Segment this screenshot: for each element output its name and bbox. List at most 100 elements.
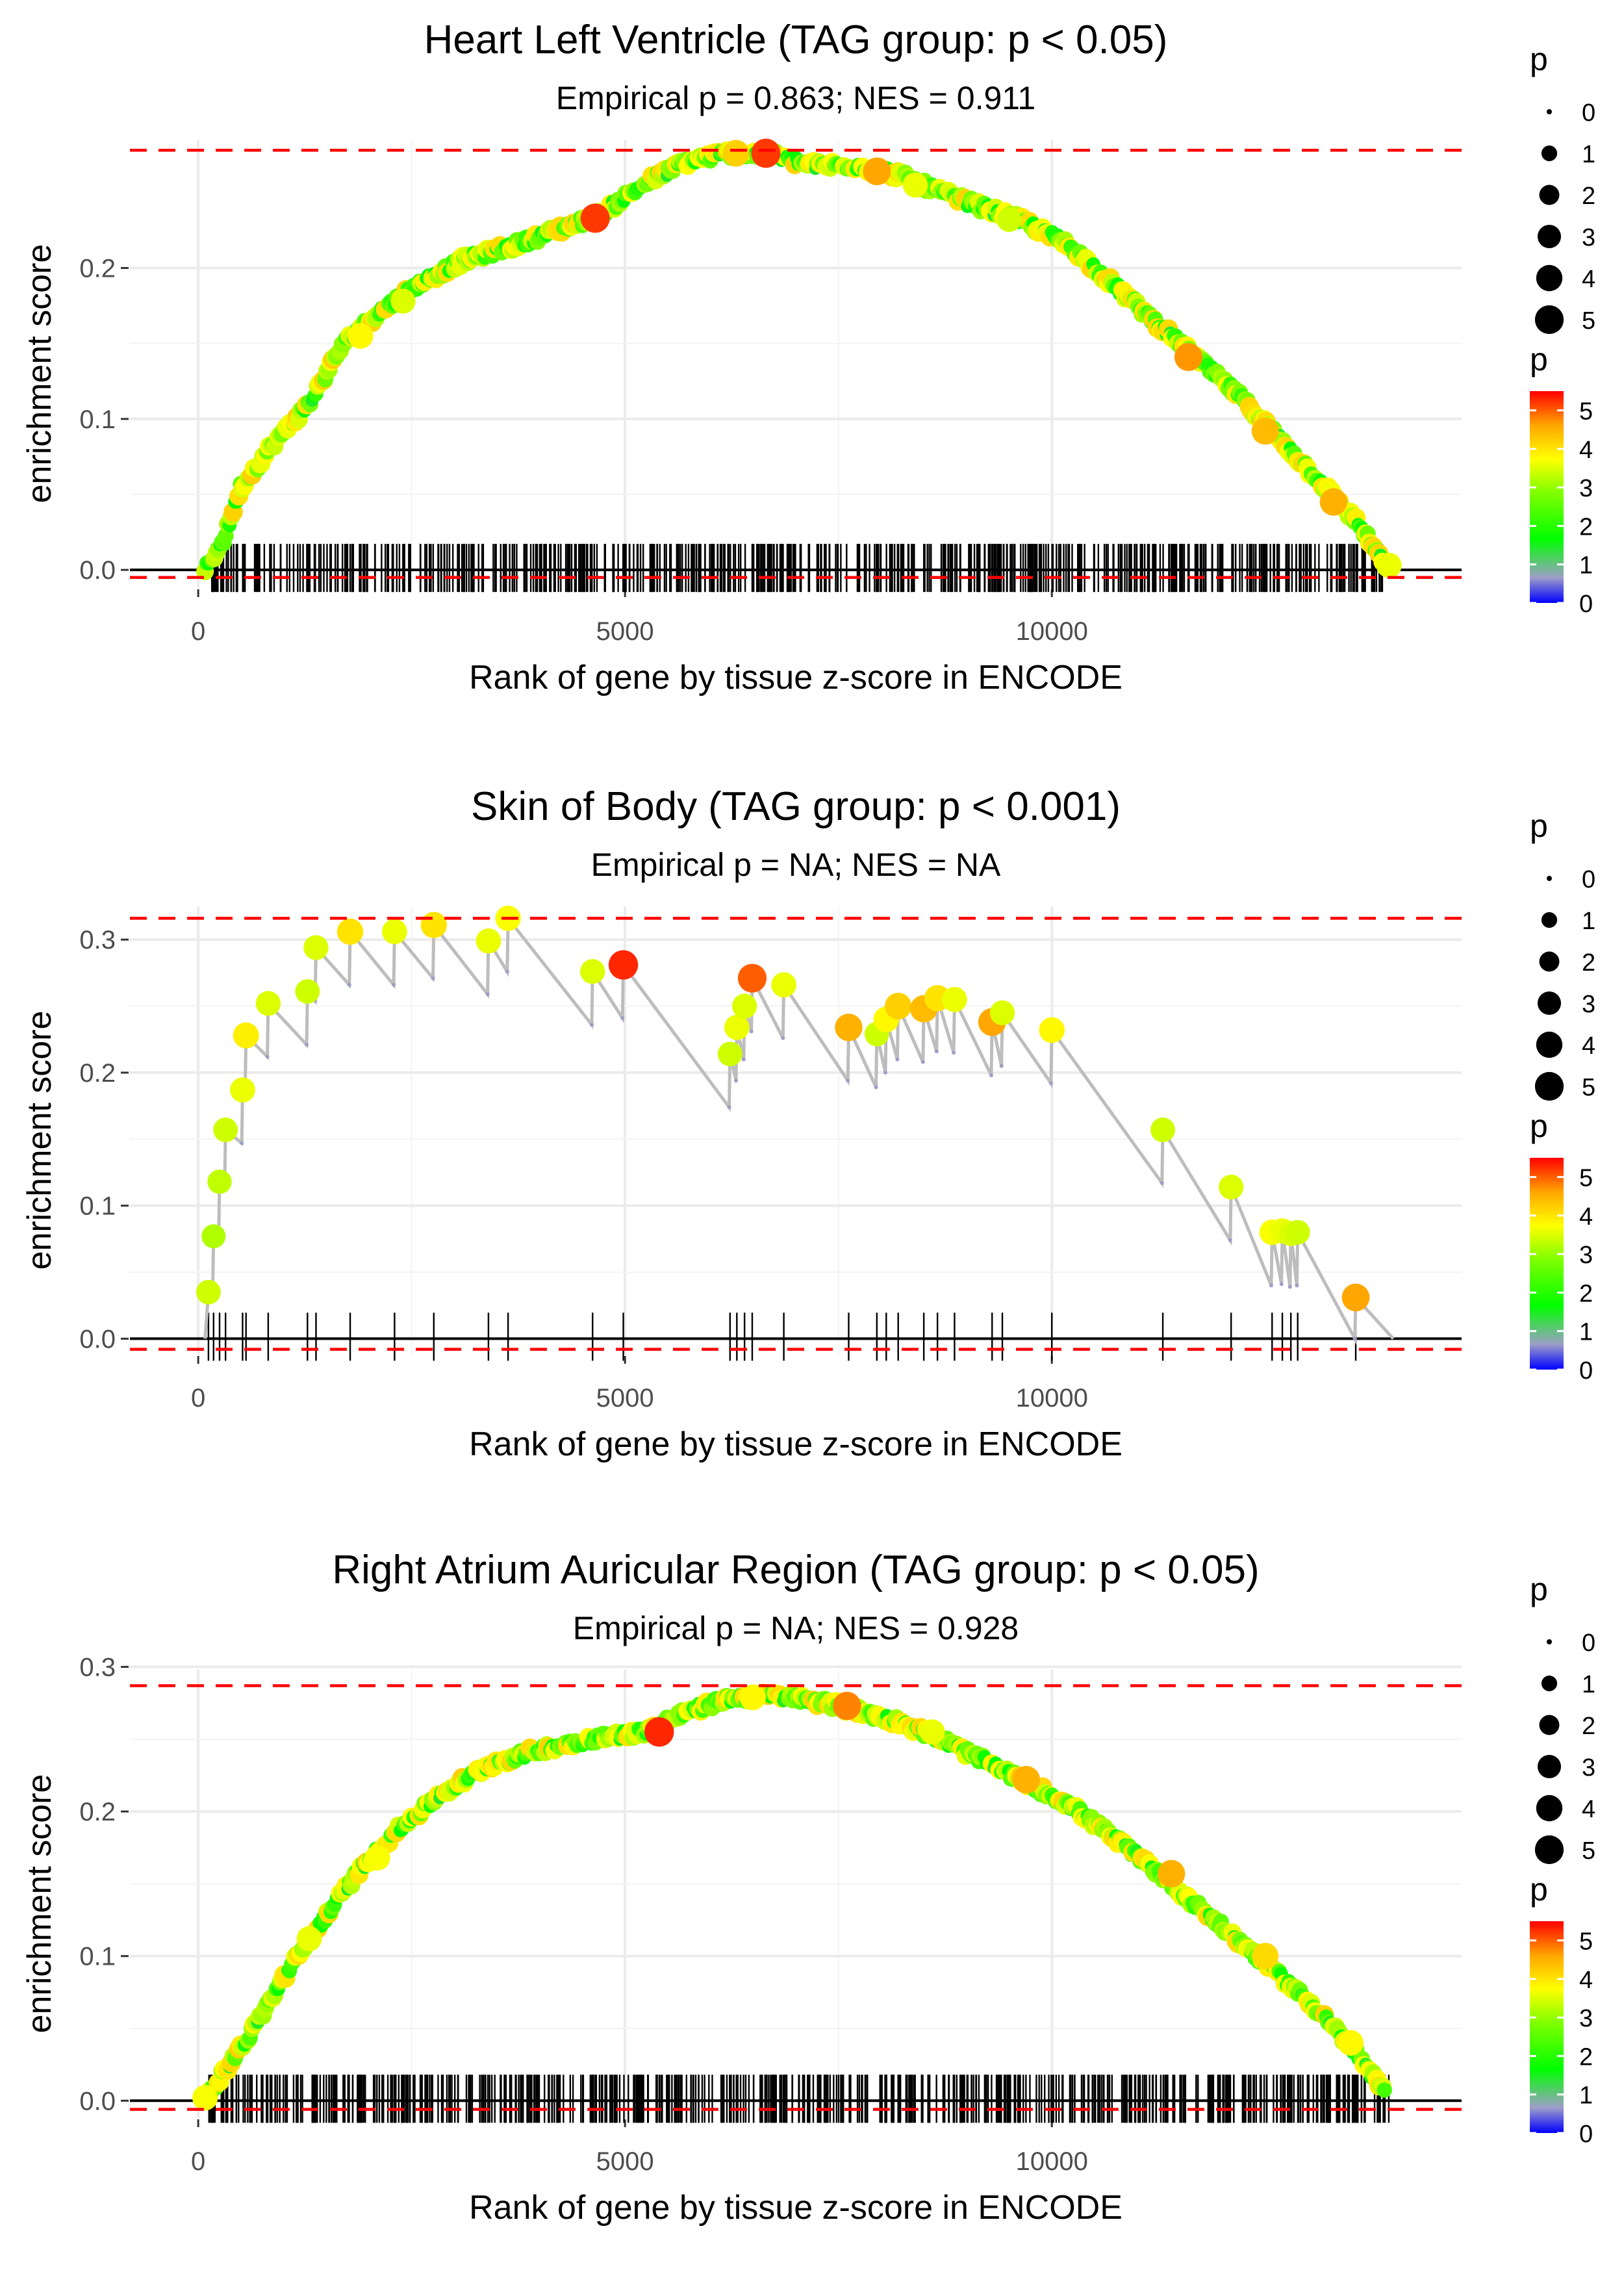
es-min-point	[1269, 1283, 1273, 1288]
color-legend-label: 3	[1579, 1242, 1593, 1269]
es-min-point	[874, 1085, 878, 1090]
es-hit-point	[580, 959, 605, 984]
chart-subtitle: Empirical p = NA; NES = 0.928	[573, 1610, 1019, 1646]
es-hit-point	[382, 919, 407, 945]
color-legend-label: 1	[1579, 2082, 1593, 2110]
es-point-highlight	[1012, 1765, 1040, 1794]
color-legend-label: 1	[1579, 1319, 1593, 1346]
size-legend-key	[1541, 145, 1558, 162]
es-min-point	[734, 1079, 739, 1083]
chart-title: Heart Left Ventricle (TAG group: p < 0.0…	[424, 18, 1168, 62]
es-hit-point	[213, 1118, 238, 1142]
es-point-highlight	[364, 1845, 390, 1871]
es-min-point	[305, 1042, 309, 1047]
color-legend-title: p	[1530, 341, 1548, 377]
color-legend-label: 0	[1579, 2121, 1593, 2148]
es-point-highlight	[751, 138, 781, 168]
size-legend-key	[1534, 1835, 1564, 1865]
color-legend-label: 3	[1579, 475, 1593, 502]
es-hit-point	[1039, 1017, 1065, 1043]
size-legend-title: p	[1530, 41, 1548, 77]
es-min-point	[934, 1049, 939, 1054]
size-legend-label: 4	[1582, 266, 1595, 293]
es-min-point	[1228, 1238, 1232, 1242]
panels: Heart Left Ventricle (TAG group: p < 0.0…	[21, 18, 1595, 2227]
es-hit-point	[420, 912, 448, 938]
es-min-point	[347, 982, 351, 987]
es-min-point	[1295, 1283, 1299, 1288]
color-legend-bar	[1530, 1921, 1564, 2133]
es-point-highlight	[902, 172, 928, 198]
es-min-point	[505, 969, 509, 974]
chart-panel-2: Skin of Body (TAG group: p < 0.001) Empir…	[21, 784, 1595, 1463]
es-hit-point	[336, 918, 364, 945]
x-axis-title: Rank of gene by tissue z-score in ENCODE	[469, 1425, 1123, 1463]
rug-ticks	[207, 1312, 1357, 1361]
es-min-point	[1048, 1081, 1053, 1086]
y-axis-title: enrichment score	[21, 244, 58, 504]
size-legend-key	[1536, 1031, 1563, 1058]
size-legend-label: 3	[1582, 1754, 1595, 1782]
size-legend-key	[1547, 1639, 1552, 1644]
es-hit-point	[295, 979, 320, 1004]
size-legend-title: p	[1530, 1571, 1548, 1607]
es-hit-point	[233, 1022, 259, 1049]
color-legend-label: 2	[1579, 1280, 1593, 1307]
es-point-highlight	[1158, 1859, 1186, 1888]
color-legend-bar	[1530, 1158, 1564, 1370]
es-point-highlight	[296, 1926, 322, 1952]
es-min-point	[620, 1016, 625, 1020]
y-tick-label: 0.2	[79, 254, 116, 283]
es-hit-point	[1285, 1220, 1310, 1245]
es-point	[1377, 2082, 1392, 2098]
es-point-highlight	[1319, 488, 1348, 516]
size-legend-label: 1	[1582, 141, 1595, 168]
es-min-point	[883, 1070, 887, 1075]
color-legend-title: p	[1530, 1108, 1548, 1144]
es-hit-point	[1341, 1283, 1370, 1312]
chart-subtitle: Empirical p = 0.863; NES = 0.911	[556, 80, 1035, 116]
es-point-highlight	[1251, 417, 1279, 445]
size-legend-key	[1537, 1754, 1562, 1779]
es-hit-point	[771, 972, 796, 998]
enrichment-series	[192, 1683, 1392, 2111]
es-line	[203, 913, 1395, 1345]
es-hit-point	[255, 991, 281, 1016]
es-min-point	[920, 1060, 925, 1064]
es-min-point	[741, 1057, 746, 1062]
gridlines	[130, 1665, 1462, 2118]
es-hit-point	[476, 928, 501, 954]
color-legend-label: 1	[1579, 552, 1593, 580]
chart-panel-3: Right Atrium Auricular Region (TAG group…	[21, 1548, 1595, 2227]
color-legend-title: p	[1530, 1871, 1548, 1908]
es-hit-point	[1150, 1118, 1176, 1142]
color-legend-label: 0	[1579, 591, 1593, 618]
y-axis-title: enrichment score	[21, 1774, 58, 2034]
color-legend-label: 2	[1579, 513, 1593, 541]
es-hit-point	[303, 935, 329, 960]
es-points	[196, 138, 1402, 581]
es-min-point	[1288, 1284, 1292, 1289]
es-hit-point	[989, 1000, 1015, 1025]
size-legend-label: 5	[1582, 307, 1595, 335]
legend: p 0 1 2 3 4 5 p 0 1 2 3 4 5	[1530, 1571, 1595, 2148]
size-legend-label: 2	[1582, 949, 1595, 977]
es-min-point	[265, 1054, 270, 1059]
es-min-point	[589, 1023, 594, 1027]
es-min-point	[1160, 1181, 1164, 1185]
es-min-point	[431, 976, 435, 980]
es-hit-point	[230, 1077, 255, 1103]
y-tick-label: 0.3	[79, 926, 116, 954]
size-legend-key	[1537, 224, 1562, 249]
es-point-highlight	[1338, 2030, 1364, 2056]
y-tick-label: 0.1	[79, 1943, 116, 1971]
es-point-highlight	[833, 1691, 861, 1720]
x-tick-label: 0	[191, 2147, 205, 2176]
es-point-highlight	[740, 1684, 767, 1711]
chart-title: Right Atrium Auricular Region (TAG group…	[332, 1548, 1259, 1592]
es-point-highlight	[863, 157, 891, 186]
size-legend-label: 2	[1582, 183, 1595, 210]
legend: p 0 1 2 3 4 5 p 0 1 2 3 4 5	[1530, 808, 1595, 1385]
size-legend-label: 2	[1582, 1713, 1595, 1740]
es-min-point	[895, 1057, 900, 1062]
